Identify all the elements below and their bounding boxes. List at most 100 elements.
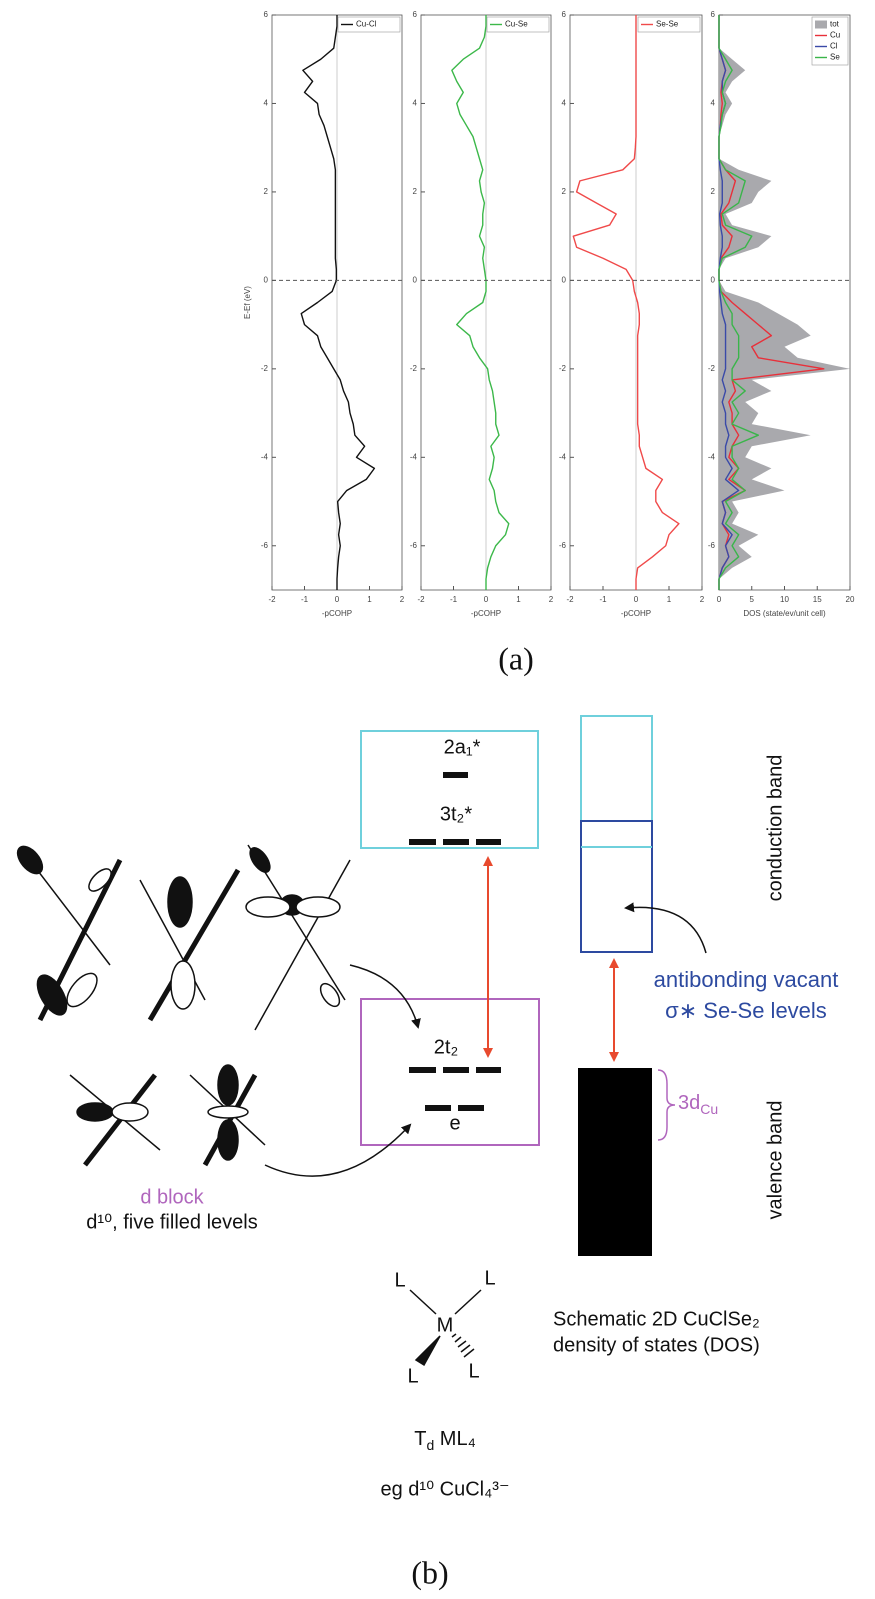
ligand: L xyxy=(468,1360,479,1382)
legend-label: Cu-Se xyxy=(505,20,528,29)
y-tick-label: -2 xyxy=(559,364,567,373)
band-label: valence band xyxy=(764,1101,786,1220)
y-tick-label: 4 xyxy=(562,99,567,108)
orbital-text: 3d xyxy=(678,1092,700,1114)
x-tick-label: -1 xyxy=(599,595,607,604)
x-tick-label: 2 xyxy=(549,595,554,604)
level-bars xyxy=(409,1067,501,1111)
x-tick-label: 0 xyxy=(484,595,489,604)
complex-example: eg d¹⁰ CuCl₄³⁻ xyxy=(381,1478,510,1500)
panel-label: (b) xyxy=(411,1554,448,1590)
x-tick-label: 0 xyxy=(634,595,639,604)
legend-box xyxy=(637,16,701,33)
y-tick-label: -6 xyxy=(410,541,418,550)
complex-name: Td ML₄ xyxy=(414,1428,476,1452)
conduction-band xyxy=(580,715,653,953)
x-tick-label: 0 xyxy=(717,595,722,604)
legend-box xyxy=(337,16,401,33)
level-label: e xyxy=(449,1112,460,1134)
series-line xyxy=(572,15,680,590)
x-tick-label: 1 xyxy=(667,595,672,604)
legend-box xyxy=(486,16,550,33)
band-label: conduction band xyxy=(764,755,786,902)
y-tick-label: -6 xyxy=(559,541,567,550)
y-tick-label: 0 xyxy=(413,275,418,284)
series-line xyxy=(300,15,376,590)
x-tick-label: -2 xyxy=(268,595,276,604)
point-group: T xyxy=(414,1428,426,1450)
x-tick-label: 2 xyxy=(400,595,405,604)
orbital-subtitle: d¹⁰, five filled levels xyxy=(86,1211,257,1233)
y-tick-label: -6 xyxy=(708,541,716,550)
y-tick-label: -2 xyxy=(708,364,716,373)
bonds xyxy=(409,1289,482,1367)
x-axis-label: -pCOHP xyxy=(621,609,651,618)
level-label: 2a₁* xyxy=(444,736,481,758)
arrow xyxy=(264,1123,412,1177)
ligand: L xyxy=(484,1267,495,1289)
x-tick-label: -1 xyxy=(450,595,458,604)
x-tick-label: 5 xyxy=(750,595,755,604)
y-tick-label: 2 xyxy=(711,187,716,196)
antibonding-label: σ∗ Se-Se levels xyxy=(665,998,827,1023)
y-tick-label: 2 xyxy=(264,187,269,196)
ligand: L xyxy=(407,1365,418,1387)
y-tick-label: 4 xyxy=(413,99,418,108)
x-tick-label: -2 xyxy=(417,595,425,604)
x-axis-label: -pCOHP xyxy=(322,609,352,618)
antibonding-label: antibonding vacant xyxy=(654,967,839,992)
arrow xyxy=(349,964,421,1029)
level-label: 2t₂ xyxy=(434,1036,458,1058)
y-tick-label: -4 xyxy=(559,452,567,461)
orbital-sub: Cu xyxy=(700,1101,718,1117)
metal: M xyxy=(437,1314,454,1336)
bonding-box xyxy=(360,998,540,1146)
legend-swatch xyxy=(815,20,827,29)
x-tick-label: 0 xyxy=(335,595,340,604)
y-tick-label: -2 xyxy=(410,364,418,373)
legend-label: Se-Se xyxy=(656,20,679,29)
charts: -6 -4 -2 0 2 4 6 -2 -1 0 1 2 -pCOHP E-Ef (eV) Cu-Cl -6 -… xyxy=(243,10,855,618)
x-tick-label: 10 xyxy=(780,595,789,604)
y-tick-label: 4 xyxy=(264,99,269,108)
diagram: 2a₁* 3t₂* 2t₂ e conduction band valence … xyxy=(16,715,839,1590)
y-tick-label: -6 xyxy=(261,541,269,550)
y-tick-label: 6 xyxy=(711,10,716,19)
formula: ML₄ xyxy=(434,1428,476,1450)
legend-label: tot xyxy=(830,20,840,29)
dos-caption: Schematic 2D CuClSe₂ xyxy=(553,1308,760,1330)
brace xyxy=(657,1069,676,1141)
legend-label: Cl xyxy=(830,42,838,51)
y-tick-label: 2 xyxy=(413,187,418,196)
y-tick-label: 6 xyxy=(264,10,269,19)
orbital-title: d block xyxy=(140,1186,204,1208)
y-tick-label: -2 xyxy=(261,364,269,373)
x-tick-label: 20 xyxy=(846,595,855,604)
y-tick-label: 6 xyxy=(413,10,418,19)
arrow xyxy=(624,902,707,954)
legend-label: Cu-Cl xyxy=(356,20,377,29)
y-tick-label: -4 xyxy=(261,452,269,461)
x-tick-label: 1 xyxy=(516,595,521,604)
antibonding-box xyxy=(360,730,539,849)
x-tick-label: -2 xyxy=(566,595,574,604)
x-axis-label: DOS (state/ev/unit cell) xyxy=(743,609,826,618)
series-line xyxy=(451,15,510,590)
valence-band xyxy=(578,1068,652,1256)
x-tick-label: 2 xyxy=(700,595,705,604)
y-axis-label: E-Ef (eV) xyxy=(243,286,252,319)
legend-label: Cu xyxy=(830,31,840,40)
y-tick-label: 2 xyxy=(562,187,567,196)
area xyxy=(719,15,850,590)
y-tick-label: -4 xyxy=(708,452,716,461)
y-tick-label: 0 xyxy=(562,275,567,284)
y-tick-label: 4 xyxy=(711,99,716,108)
dos-caption: density of states (DOS) xyxy=(553,1334,760,1356)
panel-label: (a) xyxy=(498,640,534,676)
orbital-label: 3dCu xyxy=(678,1092,718,1116)
y-tick-label: -4 xyxy=(410,452,418,461)
x-tick-label: -1 xyxy=(301,595,309,604)
y-tick-label: 0 xyxy=(264,275,269,284)
point-group-sub: d xyxy=(426,1437,434,1453)
